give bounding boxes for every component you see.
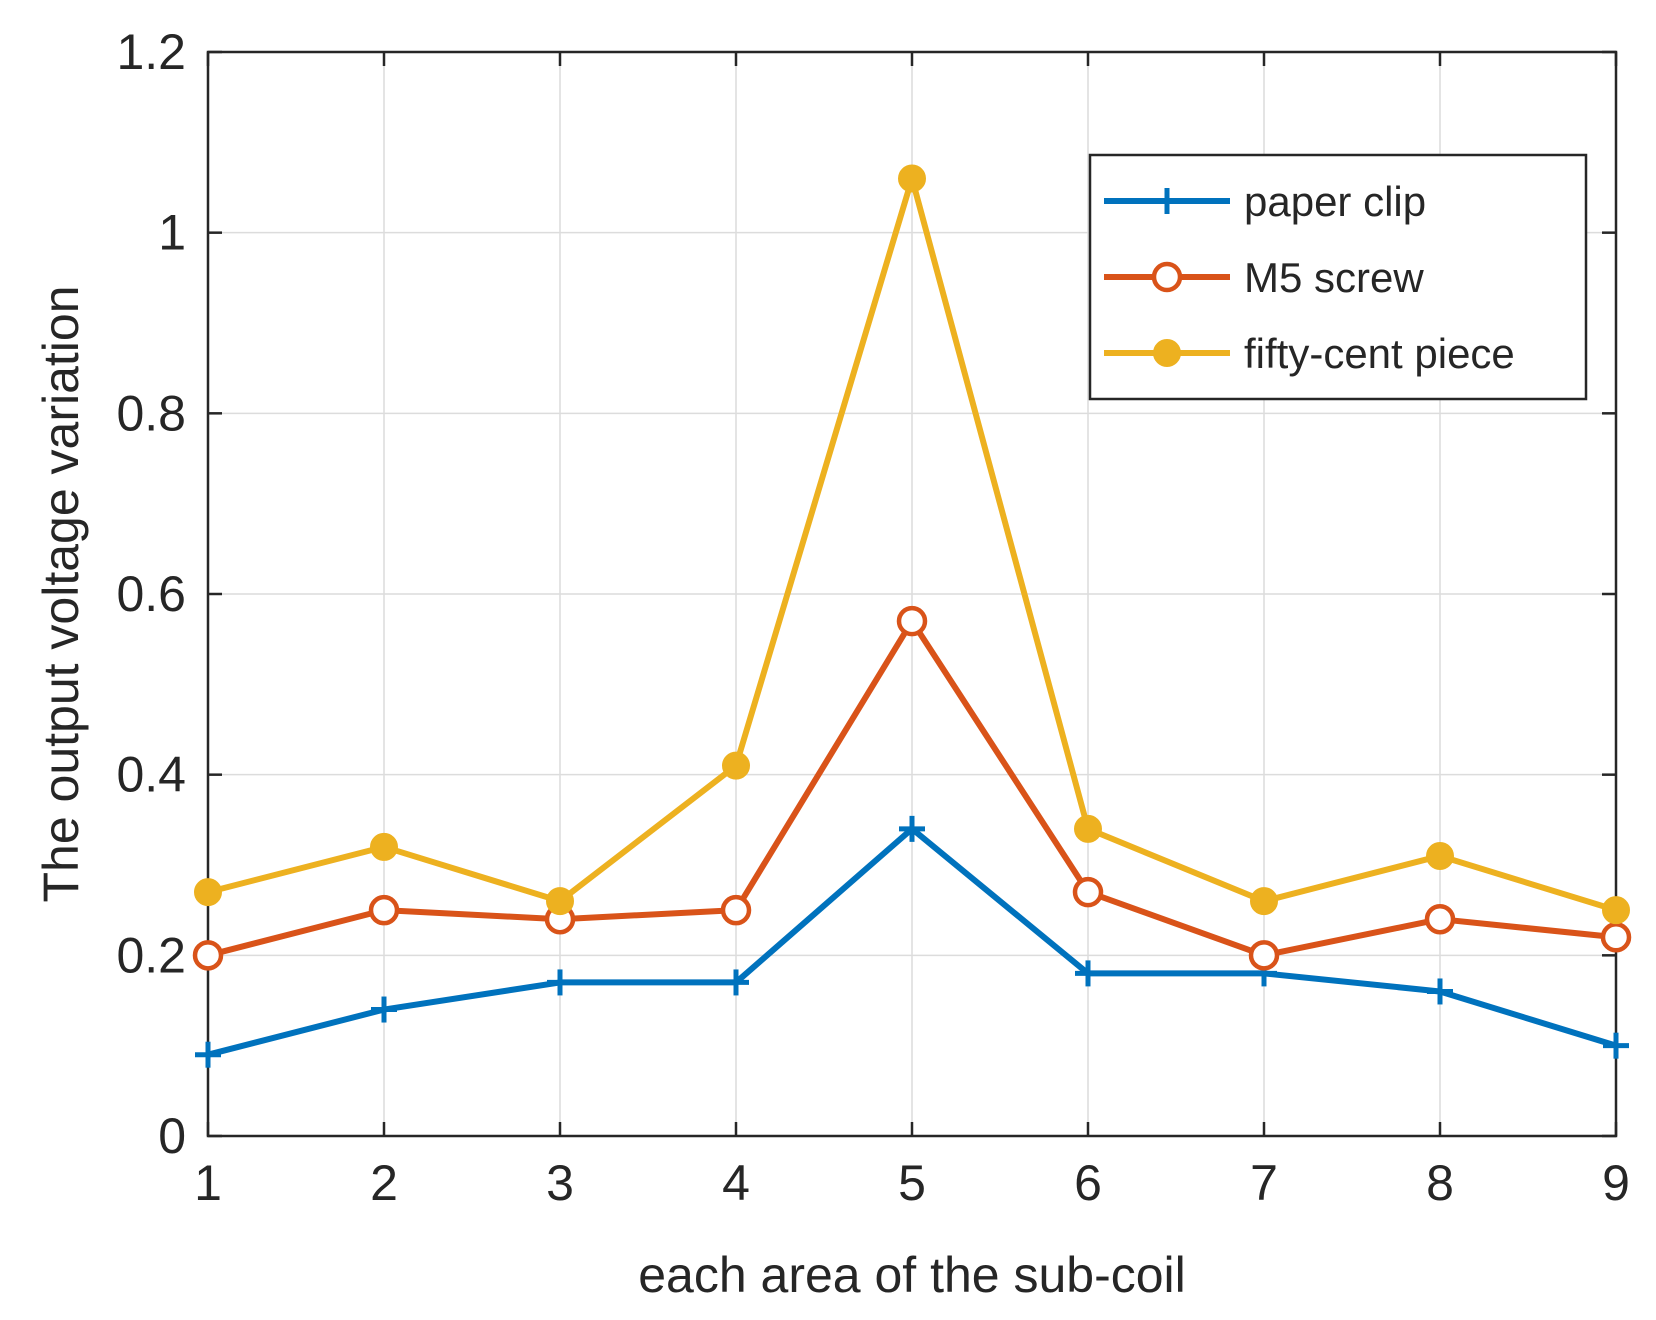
series-fifty-cent-piece <box>194 164 1630 925</box>
legend-item-paper-clip: paper clip <box>1104 178 1426 225</box>
y-tick-label: 0.2 <box>116 927 186 983</box>
y-tick-label: 1.2 <box>116 24 186 80</box>
x-tick-label: 9 <box>1602 1155 1630 1211</box>
legend-label: paper clip <box>1244 178 1426 225</box>
data-point-m5-screw <box>1072 876 1104 908</box>
y-tick-label: 0.8 <box>116 385 186 441</box>
legend-item-m5-screw: M5 screw <box>1104 254 1424 301</box>
data-point-fifty-cent-piece <box>1426 841 1454 870</box>
data-point-m5-screw <box>896 605 928 637</box>
data-point-fifty-cent-piece <box>1074 814 1102 843</box>
legend-marker <box>1154 188 1180 214</box>
y-tick-label: 0.4 <box>116 747 186 803</box>
x-tick-label: 6 <box>1074 1155 1102 1211</box>
legend-label: fifty-cent piece <box>1244 330 1515 377</box>
data-point-m5-screw <box>192 940 224 971</box>
x-tick-label: 8 <box>1426 1155 1454 1211</box>
y-tick-label: 0 <box>158 1108 186 1164</box>
legend-marker <box>1153 339 1181 367</box>
data-point-paper-clip <box>195 1041 221 1068</box>
y-axis-label: The output voltage variation <box>33 285 89 902</box>
series-m5-screw <box>192 605 1632 971</box>
data-point-paper-clip <box>1075 960 1101 987</box>
data-point-fifty-cent-piece <box>1250 887 1278 916</box>
data-point-fifty-cent-piece <box>370 832 398 861</box>
data-point-m5-screw <box>1600 922 1632 953</box>
data-point-paper-clip <box>1603 1032 1629 1059</box>
legend-item-fifty-cent-piece: fifty-cent piece <box>1104 330 1515 377</box>
data-point-fifty-cent-piece <box>546 887 574 916</box>
legend: paper clip M5 screw fifty-cent piece <box>1088 153 1588 401</box>
data-point-paper-clip <box>899 815 925 842</box>
series-group <box>192 164 1632 1068</box>
x-axis-label: each area of the sub-coil <box>638 1247 1186 1303</box>
data-point-fifty-cent-piece <box>194 878 222 907</box>
series-paper-clip <box>195 815 1629 1068</box>
data-point-m5-screw <box>720 894 752 926</box>
data-point-paper-clip <box>547 969 573 996</box>
axis-ticks: 1 2 3 4 5 6 7 8 9 0 0.2 0.4 0.6 0.8 1 1.2 <box>116 24 1629 1211</box>
data-point-fifty-cent-piece <box>1602 896 1630 925</box>
grid <box>207 51 1617 1137</box>
x-tick-label: 3 <box>546 1155 574 1211</box>
x-tick-label: 4 <box>722 1155 750 1211</box>
y-tick-label: 1 <box>158 205 186 261</box>
x-tick-label: 7 <box>1250 1155 1278 1211</box>
data-point-paper-clip <box>723 969 749 996</box>
x-tick-label: 2 <box>370 1155 398 1211</box>
data-point-paper-clip <box>1427 978 1453 1005</box>
data-point-paper-clip <box>371 996 397 1023</box>
legend-label: M5 screw <box>1244 254 1424 301</box>
data-point-m5-screw <box>1424 903 1456 935</box>
data-point-m5-screw <box>368 894 400 926</box>
data-point-fifty-cent-piece <box>898 164 926 193</box>
legend-marker <box>1151 261 1183 293</box>
y-tick-label: 0.6 <box>116 566 186 622</box>
data-point-fifty-cent-piece <box>722 751 750 780</box>
x-tick-label: 5 <box>898 1155 926 1211</box>
x-tick-label: 1 <box>194 1155 222 1211</box>
data-point-m5-screw <box>1248 940 1280 971</box>
